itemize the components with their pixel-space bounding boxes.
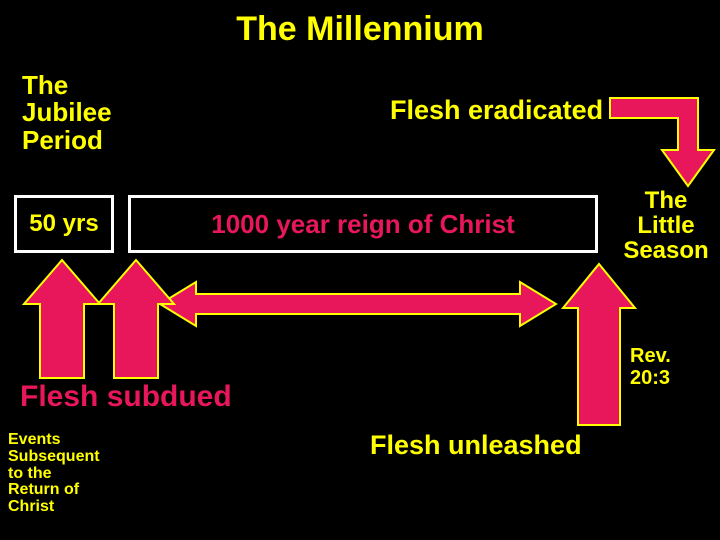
flesh-unleashed-label: Flesh unleashed	[370, 430, 582, 461]
footer-events-label: EventsSubsequentto theReturn ofChrist	[8, 432, 100, 516]
unleashed-up-arrow	[0, 0, 720, 540]
